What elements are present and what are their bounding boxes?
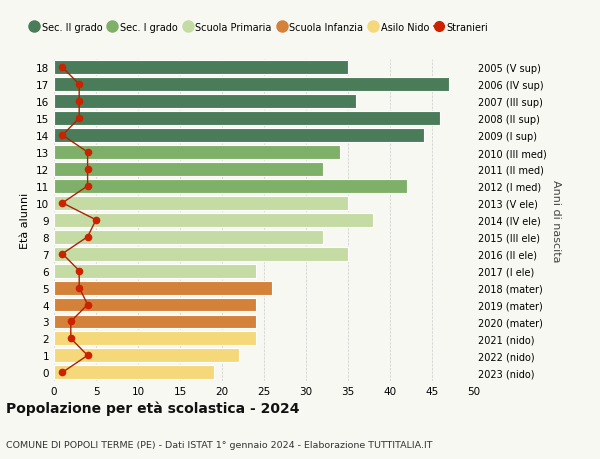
Bar xyxy=(54,146,340,160)
Bar xyxy=(54,349,239,363)
Text: Popolazione per età scolastica - 2024: Popolazione per età scolastica - 2024 xyxy=(6,401,299,415)
Bar xyxy=(54,112,440,126)
Bar xyxy=(54,315,256,329)
Bar xyxy=(54,332,256,346)
Bar xyxy=(54,129,424,143)
Bar xyxy=(54,95,356,109)
Text: COMUNE DI POPOLI TERME (PE) - Dati ISTAT 1° gennaio 2024 - Elaborazione TUTTITAL: COMUNE DI POPOLI TERME (PE) - Dati ISTAT… xyxy=(6,440,433,449)
Bar xyxy=(54,78,449,92)
Y-axis label: Anni di nascita: Anni di nascita xyxy=(551,179,561,262)
Bar xyxy=(54,61,348,75)
Bar xyxy=(54,230,323,244)
Bar xyxy=(54,213,373,227)
Bar xyxy=(54,298,256,312)
Bar xyxy=(54,162,323,177)
Bar xyxy=(54,247,348,261)
Bar xyxy=(54,179,407,193)
Bar xyxy=(54,281,272,295)
Bar xyxy=(54,365,214,380)
Y-axis label: Età alunni: Età alunni xyxy=(20,192,31,248)
Legend: Sec. II grado, Sec. I grado, Scuola Primaria, Scuola Infanzia, Asilo Nido, Stran: Sec. II grado, Sec. I grado, Scuola Prim… xyxy=(29,23,488,33)
Bar xyxy=(54,196,348,210)
Bar xyxy=(54,264,256,278)
